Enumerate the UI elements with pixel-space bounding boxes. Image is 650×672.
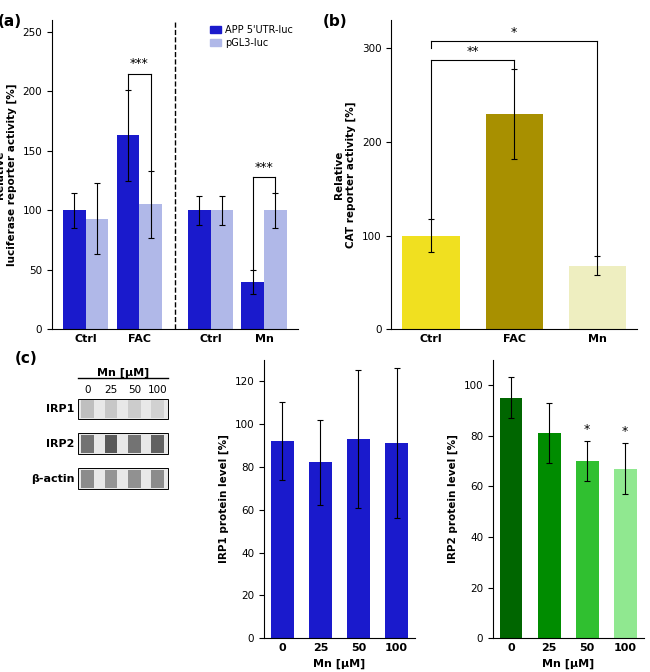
Bar <box>576 461 599 638</box>
Bar <box>211 210 233 329</box>
Bar <box>81 400 94 418</box>
Text: 50: 50 <box>128 384 141 394</box>
Bar <box>78 398 168 419</box>
Bar <box>128 400 141 418</box>
Text: *: * <box>622 425 629 438</box>
Legend: APP 5'UTR-luc, pGL3-luc: APP 5'UTR-luc, pGL3-luc <box>209 25 293 48</box>
Y-axis label: Relative
luciferase reporter activity [%]: Relative luciferase reporter activity [%… <box>0 83 17 266</box>
Text: IRP1: IRP1 <box>46 404 75 414</box>
Bar <box>538 433 560 638</box>
Bar <box>309 462 332 638</box>
Text: IRP2: IRP2 <box>46 439 75 449</box>
Bar <box>105 470 118 488</box>
Text: ***: *** <box>130 57 149 70</box>
Bar <box>81 435 94 453</box>
Bar <box>78 433 168 454</box>
Bar <box>569 265 626 329</box>
Bar <box>63 210 86 329</box>
Text: *: * <box>584 423 590 435</box>
Text: (b): (b) <box>322 14 347 29</box>
Bar <box>105 400 118 418</box>
Text: (a): (a) <box>0 14 22 29</box>
Bar <box>151 400 164 418</box>
Bar <box>271 441 294 638</box>
X-axis label: Mn [μM]: Mn [μM] <box>542 659 594 669</box>
Bar <box>188 210 211 329</box>
Bar <box>241 282 264 329</box>
Y-axis label: IRP2 protein level [%]: IRP2 protein level [%] <box>448 435 458 563</box>
Text: 25: 25 <box>105 384 118 394</box>
Bar <box>385 444 408 638</box>
Bar <box>139 204 162 329</box>
Text: **: ** <box>466 44 479 58</box>
Text: ***: *** <box>255 161 274 173</box>
Text: Mn [μM]: Mn [μM] <box>97 368 149 378</box>
Text: 100: 100 <box>148 384 168 394</box>
Bar <box>105 435 118 453</box>
Text: *: * <box>511 26 517 39</box>
Bar <box>116 136 139 329</box>
Bar <box>78 468 168 489</box>
Bar <box>128 470 141 488</box>
Bar <box>347 439 370 638</box>
Bar <box>500 398 523 638</box>
Bar <box>486 114 543 329</box>
Y-axis label: Relative
CAT reporter activity [%]: Relative CAT reporter activity [%] <box>335 101 356 248</box>
Y-axis label: IRP1 protein level [%]: IRP1 protein level [%] <box>219 435 229 563</box>
X-axis label: Mn [μM]: Mn [μM] <box>313 659 365 669</box>
Text: β-actin: β-actin <box>31 474 75 484</box>
Bar <box>86 218 109 329</box>
Bar <box>264 210 287 329</box>
Bar <box>614 468 636 638</box>
Bar <box>151 470 164 488</box>
Bar <box>81 470 94 488</box>
Bar <box>128 435 141 453</box>
Text: 0: 0 <box>84 384 91 394</box>
Text: (c): (c) <box>14 351 37 366</box>
Bar <box>402 236 460 329</box>
Bar <box>151 435 164 453</box>
